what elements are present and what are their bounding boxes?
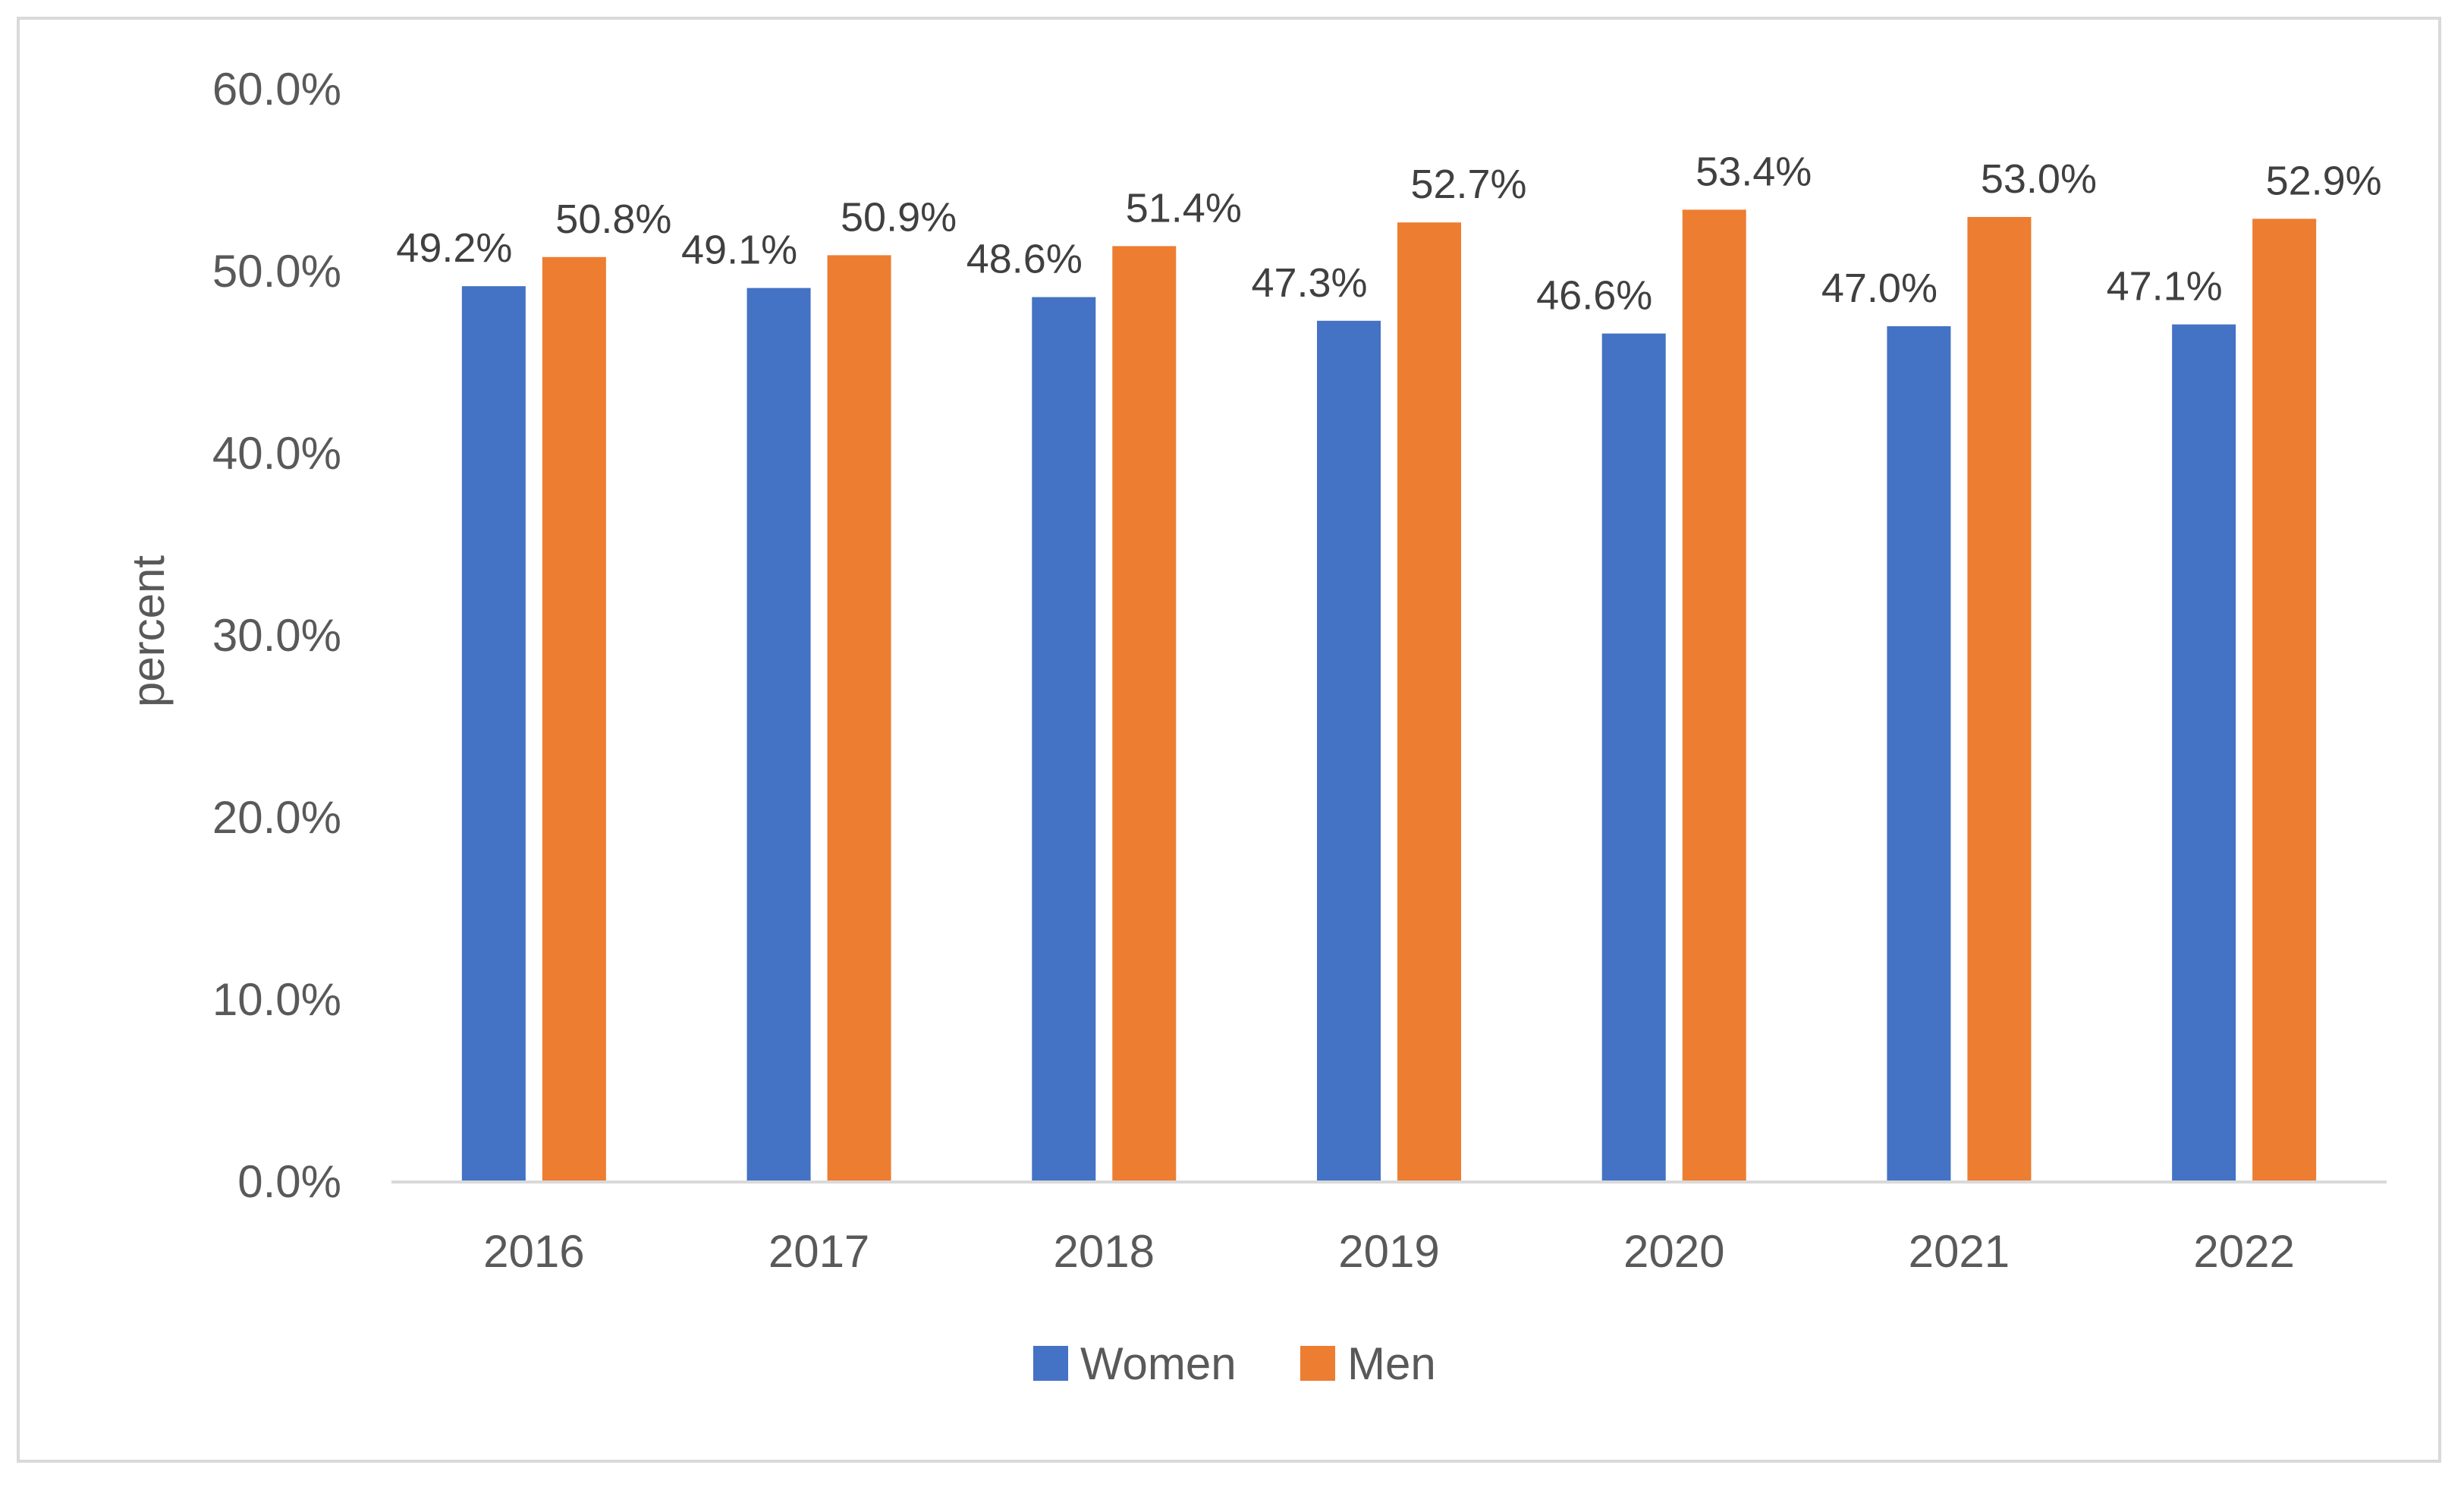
- bar-men-2019: [1397, 222, 1461, 1183]
- data-label-men-2019: 52.7%: [1410, 162, 1526, 207]
- data-labels-group: 49.2% 50.8%49.1% 50.9%48.6% 51.4%47.3% 52.7%…: [396, 149, 2381, 318]
- x-tick-label: 2017: [768, 1226, 869, 1277]
- bar-men-2017: [827, 255, 891, 1182]
- chart-frame: 0.0% 10.0% 20.0% 30.0% 40.0% 50.0% 60.0% 49.2%…: [17, 17, 2441, 1463]
- data-label-women-2019: 47.3%: [1251, 260, 1367, 306]
- bar-chart: 0.0% 10.0% 20.0% 30.0% 40.0% 50.0% 60.0% 49.2%…: [123, 64, 2387, 1389]
- x-tick-label: 2019: [1338, 1226, 1439, 1277]
- y-axis-title: percent: [123, 555, 174, 707]
- x-tick-label: 2022: [2193, 1226, 2294, 1277]
- y-tick-label: 10.0%: [212, 974, 341, 1025]
- bar-women-2020: [1601, 333, 1666, 1183]
- y-tick-label: 20.0%: [212, 792, 341, 843]
- legend-swatch-men: [1300, 1346, 1335, 1381]
- x-tick-label: 2020: [1623, 1226, 1724, 1277]
- x-tick-label: 2021: [1909, 1226, 2010, 1277]
- y-tick-label: 30.0%: [212, 610, 341, 661]
- legend: Women Men: [1033, 1338, 1436, 1389]
- data-label-women-2018: 48.6%: [966, 237, 1083, 282]
- bar-women-2019: [1317, 320, 1381, 1182]
- x-tick-label: 2016: [483, 1226, 584, 1277]
- data-label-women-2021: 47.0%: [1821, 266, 1938, 311]
- data-label-men-2021: 53.0%: [1981, 156, 2097, 202]
- x-tick-label: 2018: [1054, 1226, 1155, 1277]
- data-label-women-2020: 46.6%: [1536, 273, 1652, 319]
- data-label-men-2017: 50.9%: [841, 194, 957, 240]
- bar-women-2016: [461, 286, 526, 1183]
- y-tick-label: 60.0%: [212, 64, 341, 115]
- data-label-men-2020: 53.4%: [1696, 149, 1812, 194]
- data-label-men-2022: 52.9%: [2266, 158, 2382, 203]
- y-tick-label: 50.0%: [212, 246, 341, 297]
- data-label-men-2018: 51.4%: [1126, 185, 1242, 231]
- bar-women-2021: [1887, 326, 1951, 1182]
- x-axis: 2016 2017 2018 2019 2020 2021 2022: [391, 1180, 2387, 1277]
- data-label-women-2022: 47.1%: [2107, 264, 2223, 310]
- bar-women-2018: [1032, 297, 1096, 1183]
- data-label-women-2016: 49.2%: [396, 225, 512, 271]
- bars-group: [461, 209, 2317, 1183]
- bar-men-2016: [542, 256, 606, 1182]
- bar-women-2022: [2172, 324, 2236, 1183]
- legend-label-women: Women: [1080, 1338, 1237, 1389]
- y-tick-label: 40.0%: [212, 428, 341, 479]
- data-label-men-2016: 50.8%: [555, 196, 671, 242]
- bar-women-2017: [746, 288, 811, 1183]
- y-axis: 0.0% 10.0% 20.0% 30.0% 40.0% 50.0% 60.0%: [212, 64, 341, 1207]
- y-tick-label: 0.0%: [237, 1156, 341, 1207]
- legend-label-men: Men: [1347, 1338, 1436, 1389]
- data-label-women-2017: 49.1%: [681, 228, 797, 273]
- bar-men-2020: [1682, 209, 1746, 1182]
- bar-men-2022: [2252, 218, 2317, 1182]
- bar-men-2018: [1112, 246, 1177, 1182]
- legend-swatch-women: [1033, 1346, 1068, 1381]
- bar-men-2021: [1967, 217, 2032, 1182]
